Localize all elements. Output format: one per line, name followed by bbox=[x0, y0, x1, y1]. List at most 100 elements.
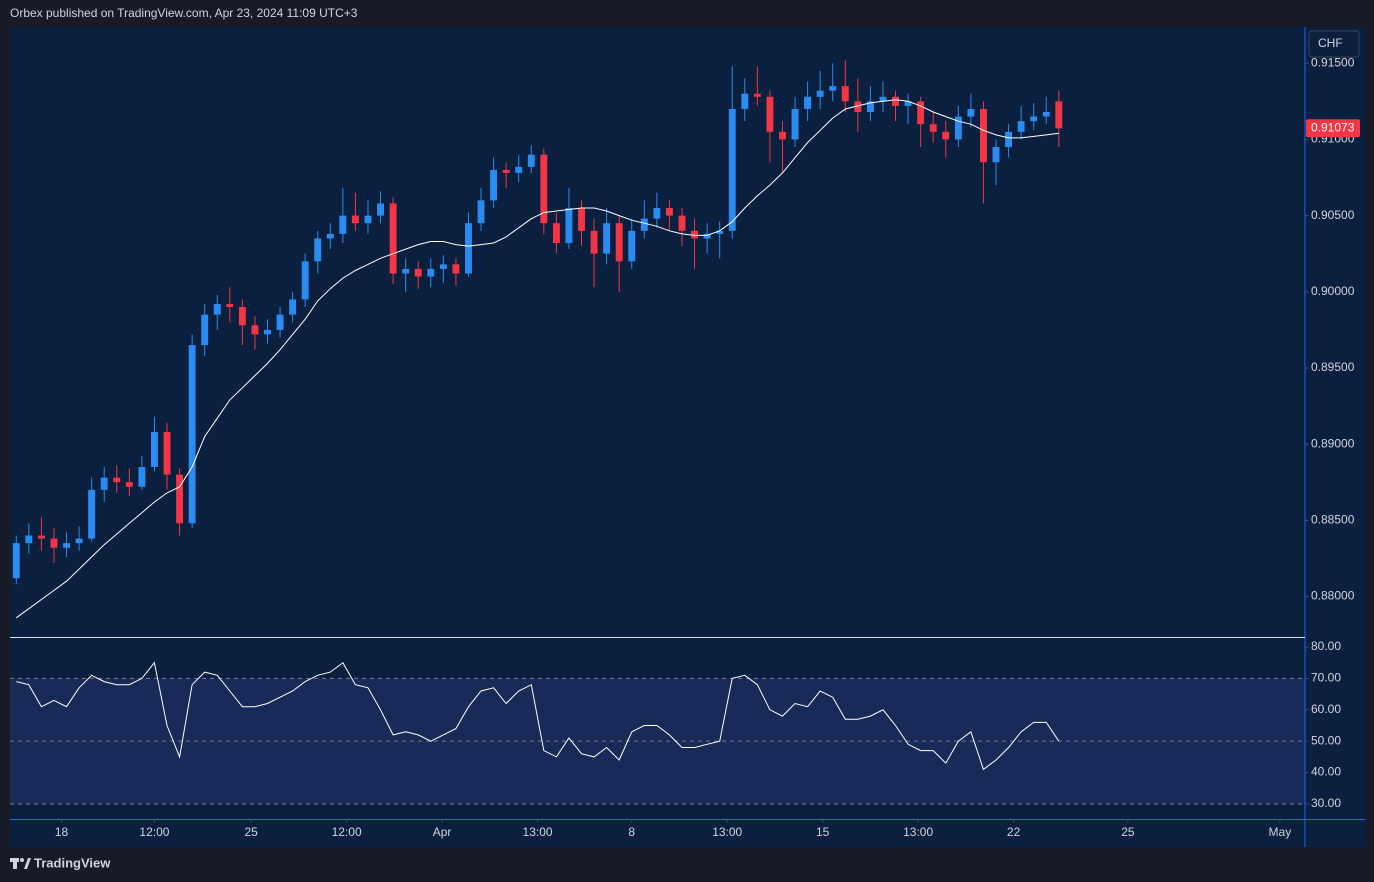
rsi-band bbox=[10, 678, 1305, 804]
candle-body bbox=[402, 268, 410, 274]
candle-body bbox=[1030, 116, 1038, 122]
moving-average-line bbox=[16, 99, 1059, 619]
candle-body bbox=[201, 314, 209, 346]
candle-body bbox=[741, 93, 749, 109]
last-price-tag bbox=[1306, 119, 1360, 138]
candle-body bbox=[879, 96, 887, 102]
candle-body bbox=[653, 207, 661, 219]
candle-body bbox=[264, 329, 271, 335]
x-tick-label: Apr bbox=[433, 825, 452, 839]
candle-body bbox=[628, 230, 636, 262]
candle-body bbox=[452, 264, 460, 274]
candle-body bbox=[854, 101, 862, 113]
candle-body bbox=[490, 169, 498, 201]
candle-body bbox=[515, 166, 523, 173]
candle-body bbox=[439, 264, 447, 269]
candle-body bbox=[942, 131, 950, 140]
candle-body bbox=[351, 215, 359, 224]
candle-body bbox=[213, 303, 221, 315]
candle-body bbox=[527, 154, 535, 167]
candle-body bbox=[640, 218, 648, 231]
candle-body bbox=[590, 230, 598, 254]
candle-body bbox=[465, 223, 472, 274]
candle-body bbox=[716, 230, 724, 234]
last-price-label: 0.91073 bbox=[1311, 120, 1355, 134]
candle-body bbox=[766, 96, 774, 132]
candle-body bbox=[979, 108, 987, 163]
candle-body bbox=[678, 215, 686, 231]
candle-body bbox=[163, 431, 171, 475]
currency-box[interactable] bbox=[1308, 30, 1360, 58]
candle-body bbox=[753, 93, 761, 97]
candle-body bbox=[251, 325, 259, 335]
x-tick-label: 8 bbox=[628, 825, 635, 839]
x-tick-label: 13:00 bbox=[903, 825, 933, 839]
x-tick-label: 25 bbox=[1121, 825, 1135, 839]
candle-body bbox=[339, 215, 347, 234]
y-tick-label: 0.88000 bbox=[1311, 589, 1355, 603]
candle-body bbox=[25, 535, 33, 544]
y-tick-label: 30.00 bbox=[1311, 796, 1341, 810]
y-tick-label: 0.91500 bbox=[1311, 55, 1355, 69]
candle-body bbox=[377, 203, 384, 216]
candle-body bbox=[389, 203, 397, 274]
plot-layer: 0.88000 0.88500 0.89000 0.89500 0.90000 0.905… bbox=[10, 55, 1355, 839]
candle-body bbox=[150, 431, 158, 467]
header-text: Orbex published on TradingView.com, Apr … bbox=[10, 6, 358, 20]
x-tick-label: 15 bbox=[816, 825, 830, 839]
candle-body bbox=[791, 108, 799, 140]
candle-body bbox=[540, 154, 548, 224]
candle-body bbox=[12, 543, 20, 579]
y-tick-label: 0.90000 bbox=[1311, 284, 1355, 298]
candle-body bbox=[1055, 101, 1063, 129]
candle-body bbox=[578, 207, 585, 231]
y-tick-label: 70.00 bbox=[1311, 671, 1341, 685]
candle-body bbox=[1042, 112, 1050, 117]
candle-body bbox=[301, 261, 309, 300]
candle-body bbox=[904, 101, 912, 106]
candle-body bbox=[992, 147, 1000, 163]
x-tick-label: 22 bbox=[1007, 825, 1021, 839]
candle-body bbox=[238, 307, 246, 326]
candle-body bbox=[929, 124, 937, 132]
y-tick-label: 50.00 bbox=[1311, 733, 1341, 747]
candle-body bbox=[1005, 131, 1013, 148]
candle-body bbox=[866, 101, 874, 113]
candle-body bbox=[954, 116, 962, 140]
candle-body bbox=[615, 223, 623, 262]
candle-body bbox=[1017, 121, 1025, 132]
candle-body bbox=[314, 238, 322, 262]
candle-body bbox=[477, 200, 485, 224]
candle-body bbox=[427, 268, 435, 277]
rsi-line bbox=[16, 661, 1060, 771]
y-tick-label: 40.00 bbox=[1311, 765, 1341, 779]
y-tick-label: 0.88500 bbox=[1311, 512, 1355, 526]
candle-body bbox=[816, 90, 824, 97]
candle-body bbox=[552, 223, 560, 244]
candle-body bbox=[50, 538, 58, 548]
candle-body bbox=[691, 230, 699, 239]
candle-body bbox=[804, 96, 812, 109]
y-tick-label: 0.90500 bbox=[1311, 208, 1355, 222]
y-tick-label: 0.89000 bbox=[1311, 436, 1355, 450]
candle-body bbox=[113, 477, 121, 483]
candle-body bbox=[414, 268, 422, 277]
candle-body bbox=[364, 215, 372, 224]
x-tick-label: May bbox=[1269, 825, 1292, 839]
candle-body bbox=[276, 314, 284, 330]
candle-body bbox=[63, 543, 70, 548]
candle-body bbox=[88, 489, 96, 539]
candle-body bbox=[829, 86, 837, 91]
candle-body bbox=[188, 345, 196, 524]
x-tick-label: 25 bbox=[244, 825, 258, 839]
candle-body bbox=[841, 86, 849, 102]
candle-body bbox=[502, 169, 510, 173]
x-tick-label: 13:00 bbox=[523, 825, 553, 839]
x-tick-label: 18 bbox=[55, 825, 69, 839]
candle-body bbox=[226, 303, 234, 308]
candle-body bbox=[326, 233, 334, 239]
x-tick-label: 13:00 bbox=[712, 825, 742, 839]
candle-body bbox=[917, 101, 925, 125]
